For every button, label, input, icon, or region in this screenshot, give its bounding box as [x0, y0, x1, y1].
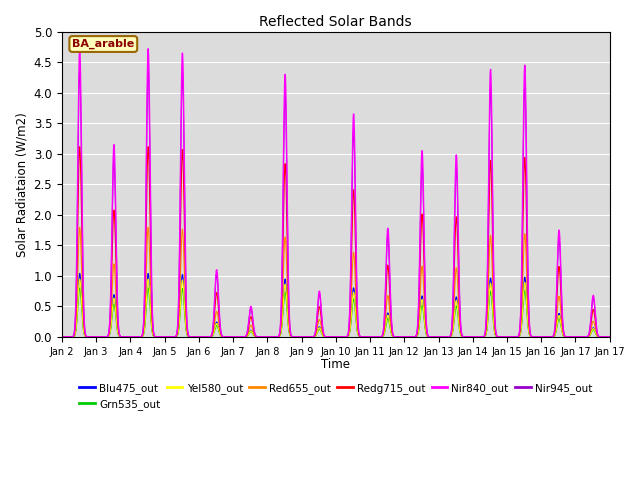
Yel580_out [58, 334, 66, 340]
Nir945_out [386, 265, 394, 271]
Blu475_out [356, 334, 364, 340]
Red655_out [356, 334, 364, 339]
Line: Red655_out: Red655_out [62, 228, 610, 337]
Red655_out [386, 306, 394, 312]
Yel580_out [386, 319, 394, 325]
Redg715_out [76, 144, 84, 150]
Line: Redg715_out: Redg715_out [62, 147, 610, 337]
Nir840_out [76, 46, 84, 51]
Redg715_out [356, 334, 364, 339]
Line: Nir945_out: Nir945_out [62, 69, 610, 337]
Nir945_out [58, 334, 66, 340]
Yel580_out [527, 334, 535, 339]
Yel580_out [486, 282, 494, 288]
Grn535_out [513, 334, 521, 340]
Nir945_out [527, 333, 535, 339]
Grn535_out [606, 334, 614, 340]
Nir840_out [58, 334, 66, 340]
Yel580_out [356, 334, 364, 340]
Line: Nir840_out: Nir840_out [62, 48, 610, 337]
Grn535_out [486, 290, 494, 296]
Redg715_out [58, 334, 66, 340]
Grn535_out [58, 334, 66, 340]
Nir945_out [172, 334, 179, 339]
Red655_out [527, 334, 535, 339]
Blu475_out [527, 334, 535, 339]
Red655_out [58, 334, 66, 340]
Grn535_out [527, 334, 535, 339]
Line: Yel580_out: Yel580_out [62, 279, 610, 337]
Legend: Blu475_out, Grn535_out, Yel580_out, Red655_out, Redg715_out, Nir840_out, Nir945_: Blu475_out, Grn535_out, Yel580_out, Red6… [76, 379, 596, 414]
Redg715_out [513, 334, 521, 340]
Red655_out [486, 236, 494, 241]
Yel580_out [76, 276, 84, 282]
Yel580_out [606, 334, 614, 340]
Nir840_out [513, 334, 521, 340]
Grn535_out [76, 285, 84, 291]
Blu475_out [58, 334, 66, 340]
Line: Grn535_out: Grn535_out [62, 288, 610, 337]
Blu475_out [172, 334, 179, 340]
Redg715_out [606, 334, 614, 340]
Red655_out [172, 334, 179, 340]
Nir945_out [486, 93, 494, 99]
Nir840_out [356, 334, 364, 339]
Title: Reflected Solar Bands: Reflected Solar Bands [259, 15, 412, 29]
Nir840_out [172, 334, 179, 339]
Grn535_out [356, 334, 364, 340]
Nir945_out [606, 334, 614, 340]
Blu475_out [606, 334, 614, 340]
Blu475_out [76, 271, 84, 276]
Red655_out [606, 334, 614, 340]
Nir840_out [606, 334, 614, 340]
Yel580_out [513, 334, 521, 340]
Grn535_out [386, 322, 394, 327]
Redg715_out [527, 333, 535, 339]
Nir945_out [76, 66, 84, 72]
Red655_out [513, 334, 521, 340]
Blu475_out [513, 334, 521, 340]
Line: Blu475_out: Blu475_out [62, 274, 610, 337]
Text: BA_arable: BA_arable [72, 39, 134, 49]
Nir945_out [356, 334, 364, 339]
Redg715_out [386, 285, 394, 291]
X-axis label: Time: Time [321, 358, 350, 371]
Red655_out [76, 225, 84, 230]
Redg715_out [172, 334, 179, 339]
Nir840_out [486, 75, 494, 81]
Nir840_out [386, 260, 394, 265]
Redg715_out [486, 163, 494, 168]
Blu475_out [386, 318, 394, 324]
Nir840_out [527, 333, 535, 339]
Yel580_out [172, 334, 179, 340]
Grn535_out [172, 334, 179, 340]
Blu475_out [486, 277, 494, 283]
Nir945_out [513, 334, 521, 340]
Y-axis label: Solar Radiataion (W/m2): Solar Radiataion (W/m2) [15, 112, 28, 257]
